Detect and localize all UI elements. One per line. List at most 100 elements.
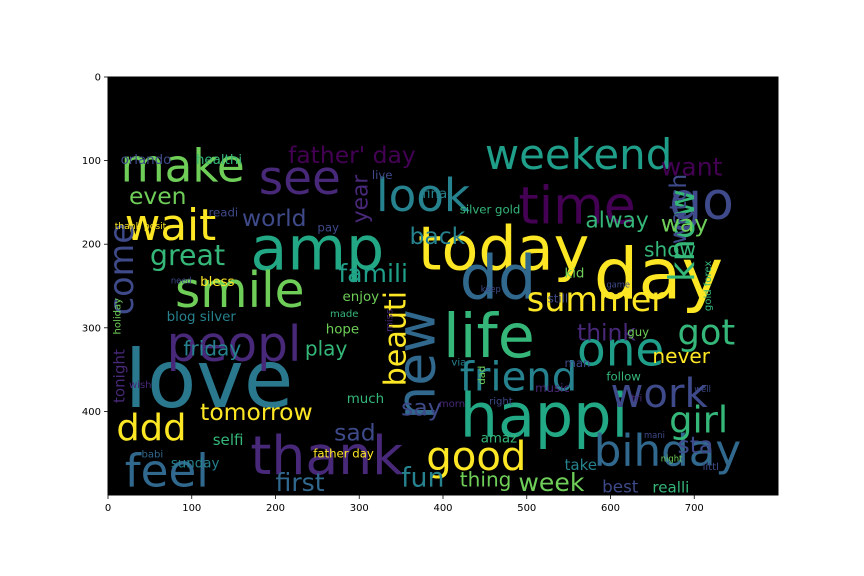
word-19: friend	[460, 355, 578, 401]
word-30: beauti	[378, 291, 413, 386]
plot-background	[108, 77, 778, 495]
word-79: final	[422, 187, 451, 202]
word-35: famili	[338, 259, 408, 288]
word-13: look	[376, 169, 471, 222]
word-67: blog silver	[167, 310, 237, 325]
word-92: man	[564, 356, 590, 370]
word-64: hope	[326, 323, 359, 338]
word-12: make	[121, 140, 245, 193]
word-3: day	[594, 234, 723, 316]
word-38: want	[661, 153, 723, 182]
word-9: time	[518, 176, 635, 236]
word-50: first	[276, 468, 325, 497]
x-tick-label-3: 300	[350, 503, 369, 514]
word-52: week	[518, 468, 584, 497]
word-26: got	[678, 313, 736, 354]
word-34: world	[242, 204, 307, 232]
y-axis: 0 100 200 300 400	[82, 73, 108, 418]
word-94: follow	[606, 369, 641, 383]
word-54: sta	[678, 431, 714, 459]
y-tick-label-0: 0	[95, 73, 101, 84]
word-57: take	[564, 456, 597, 474]
word-23: good	[426, 434, 526, 480]
word-93: morn	[439, 399, 465, 410]
word-70: holiday	[113, 298, 124, 335]
word-27: know	[662, 189, 703, 282]
word-62: babi	[142, 449, 164, 460]
word-95: well	[694, 384, 711, 394]
word-89: dad	[477, 366, 488, 385]
word-29: summer	[527, 280, 666, 319]
word-85: gold forex	[703, 261, 714, 311]
word-74: healthi	[196, 153, 242, 168]
word-81: kid	[564, 267, 584, 282]
word-61: father day	[313, 446, 374, 460]
word-21: bihday	[594, 427, 741, 477]
x-tick-label-5: 500	[517, 503, 536, 514]
word-69: need	[171, 275, 192, 285]
word-75: readi	[209, 206, 239, 220]
word-91: music	[535, 381, 570, 395]
word-65: enjoy	[343, 290, 380, 305]
word-97: mani	[644, 430, 665, 440]
x-tick-label-7: 700	[685, 503, 704, 514]
word-56: realli	[652, 478, 689, 496]
word-55: best	[602, 476, 639, 496]
word-7: new	[385, 309, 448, 420]
y-tick-label-1: 100	[82, 156, 101, 167]
word-66: made	[330, 309, 359, 320]
word-32: great	[150, 239, 225, 272]
word-83: keep	[481, 284, 501, 294]
word-39: watch	[664, 174, 692, 244]
word-41: show	[644, 238, 696, 262]
word-60: sunday	[171, 456, 220, 471]
word-28: come	[102, 223, 141, 315]
word-0: love	[125, 332, 294, 426]
word-88: via	[451, 357, 466, 368]
word-77: pay	[317, 221, 339, 235]
word-51: fun	[401, 463, 444, 494]
word-84: game	[606, 280, 630, 290]
word-87: miss	[385, 309, 396, 332]
word-37: year	[349, 175, 374, 224]
word-17: peopl	[167, 317, 302, 373]
word-42: alway	[585, 208, 649, 233]
word-71: tonight	[111, 349, 129, 403]
word-16: smile	[175, 263, 305, 319]
word-24: ddd	[116, 407, 186, 450]
word-76: thank posit	[115, 221, 167, 232]
word-8: dd	[460, 244, 537, 314]
y-tick-label-3: 300	[82, 323, 101, 334]
word-96: tri	[631, 393, 642, 404]
word-53: thing	[460, 468, 512, 492]
word-80: silver gold	[460, 202, 521, 216]
word-82: still	[548, 292, 568, 306]
word-20: work	[611, 371, 709, 417]
word-48: play	[305, 336, 348, 360]
word-44: never	[652, 344, 710, 368]
y-tick-label-4: 400	[82, 407, 101, 418]
word-25: girl	[669, 398, 728, 441]
word-98: night	[661, 454, 683, 464]
word-4: happi	[460, 381, 628, 451]
word-11: see	[259, 151, 341, 206]
word-31: father' day	[288, 141, 416, 169]
y-tick-label-2: 200	[82, 240, 101, 251]
word-1: amp	[250, 214, 384, 284]
word-90: right	[489, 397, 513, 408]
word-59: selfi	[213, 431, 244, 449]
word-5: thank	[250, 424, 403, 487]
word-33: even	[129, 182, 187, 210]
word-10: go	[669, 172, 734, 232]
word-18: one	[577, 322, 664, 377]
x-tick-label-1: 100	[182, 503, 201, 514]
word-43: think	[577, 318, 636, 346]
word-6: life	[443, 302, 535, 372]
word-22: feel	[125, 445, 209, 498]
x-tick-label-6: 600	[601, 503, 620, 514]
word-78: live	[372, 168, 393, 182]
word-2: today	[418, 214, 589, 284]
word-99: littl	[703, 462, 719, 473]
x-tick-label-4: 400	[433, 503, 452, 514]
